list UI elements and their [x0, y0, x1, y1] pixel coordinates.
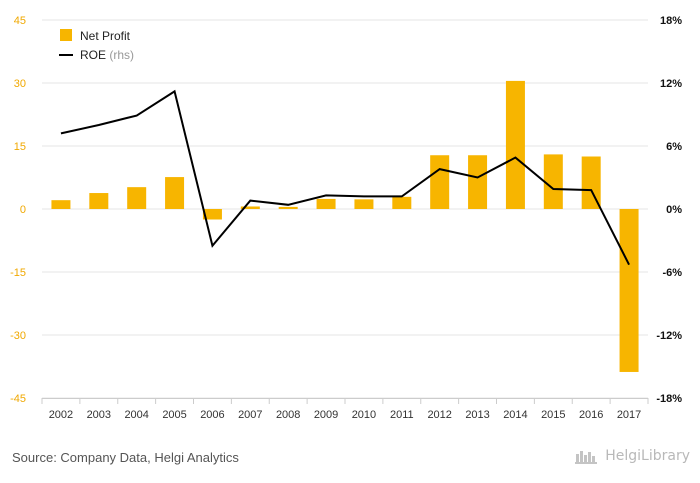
bar-net-profit — [202, 209, 222, 220]
x-tick-label: 2017 — [617, 409, 641, 421]
bar-net-profit — [51, 200, 71, 209]
x-tick-label: 2003 — [87, 409, 111, 421]
x-tick-label: 2011 — [390, 409, 414, 421]
bar-net-profit — [89, 193, 109, 209]
bar-net-profit — [127, 187, 147, 209]
line-roe — [60, 89, 630, 266]
library-icon — [575, 451, 598, 464]
y-right-tick-label: -12% — [656, 330, 682, 342]
x-tick-label: 2006 — [200, 409, 224, 421]
bar-net-profit — [581, 156, 601, 209]
bar-net-profit — [619, 209, 639, 372]
brand-logo: HelgiLibrary — [575, 448, 690, 464]
y-left-tick-label: 0 — [20, 204, 26, 216]
x-tick-label: 2005 — [162, 409, 186, 421]
y-left-tick-label: 15 — [14, 141, 26, 153]
x-tick-label: 2014 — [503, 409, 527, 421]
bar-net-profit — [468, 155, 488, 209]
x-tick-label: 2016 — [579, 409, 603, 421]
x-tick-label: 2008 — [276, 409, 300, 421]
bar-net-profit — [543, 154, 563, 209]
y-left-tick-label: 30 — [14, 78, 26, 90]
y-right-tick-label: 18% — [660, 15, 682, 27]
bar-net-profit — [278, 206, 298, 209]
y-left-tick-label: -45 — [10, 393, 26, 405]
bar-net-profit — [430, 155, 450, 209]
bar-net-profit — [354, 199, 374, 209]
x-tick-label: 2015 — [541, 409, 565, 421]
bar-net-profit — [392, 196, 412, 209]
brand-name: HelgiLibrary — [605, 448, 690, 464]
x-tick-label: 2009 — [314, 409, 338, 421]
y-left-tick-label: -30 — [10, 330, 26, 342]
x-tick-label: 2013 — [465, 409, 489, 421]
bar-net-profit — [316, 198, 336, 209]
legend-swatch-net-profit — [60, 29, 72, 41]
legend-label-roe: ROE (rhs) — [80, 48, 134, 62]
x-tick-label: 2012 — [427, 409, 451, 421]
bar-net-profit — [505, 80, 525, 210]
x-tick-label: 2007 — [238, 409, 262, 421]
legend-label-roe-suffix: (rhs) — [109, 48, 134, 62]
legend-label-net-profit: Net Profit — [80, 29, 131, 43]
x-tick-label: 2002 — [49, 409, 73, 421]
bar-net-profit — [240, 206, 260, 209]
x-tick-label: 2004 — [124, 409, 148, 421]
y-right-tick-label: -18% — [656, 393, 682, 405]
y-right-tick-label: 12% — [660, 78, 682, 90]
y-left-tick-label: -15 — [10, 267, 26, 279]
combo-chart: 45 30 15 0 -15 -30 -45 18% 12% 6% 0% -6% -12% -18% 200… — [10, 15, 682, 421]
bar-net-profit — [165, 177, 185, 209]
source-note: Source: Company Data, Helgi Analytics — [12, 450, 239, 465]
x-tick-label: 2010 — [352, 409, 376, 421]
y-right-tick-label: 6% — [666, 141, 682, 153]
y-right-tick-label: 0% — [666, 204, 682, 216]
y-left-tick-label: 45 — [14, 15, 26, 27]
y-right-tick-label: -6% — [662, 267, 682, 279]
